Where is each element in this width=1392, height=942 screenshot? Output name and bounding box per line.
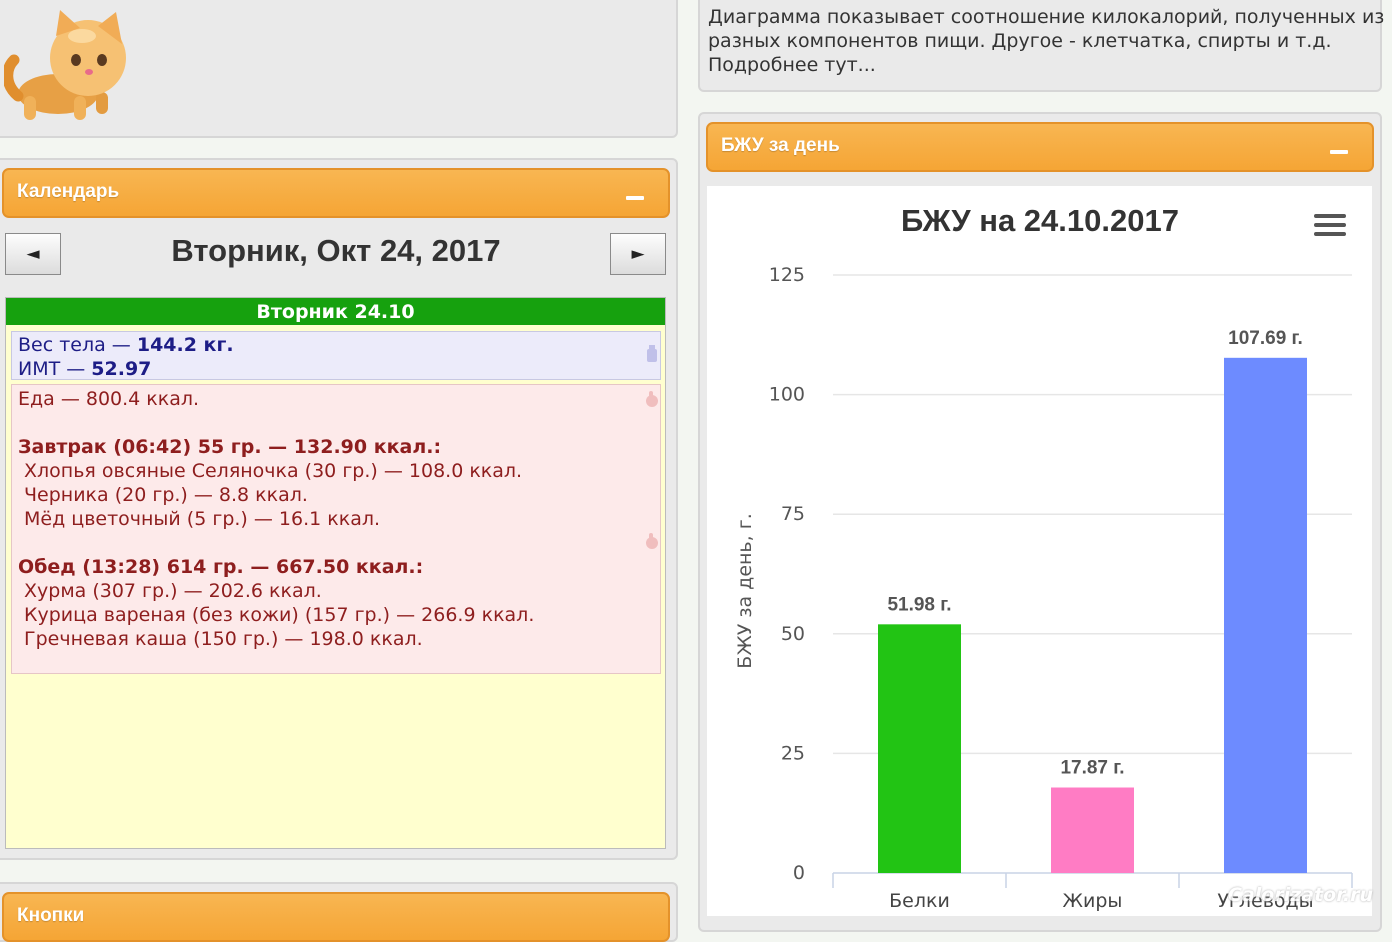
collapse-icon[interactable] bbox=[1330, 150, 1348, 154]
bmi-value: 52.97 bbox=[91, 358, 152, 380]
prev-day-button[interactable]: ◄ bbox=[5, 233, 61, 275]
y-tick-label: 75 bbox=[781, 503, 805, 525]
bju-chart: БЖУ на 24.10.2017 БЖУ за день, г. 0 25 50 7… bbox=[734, 203, 1353, 912]
y-tick-label: 25 bbox=[781, 742, 805, 764]
chart-description: Диаграмма показывает соотношение килокал… bbox=[708, 5, 1384, 77]
bar[interactable] bbox=[878, 624, 961, 873]
y-tick-label: 50 bbox=[781, 623, 805, 645]
meal-item: Курица вареная (без кожи) (157 гр.) — 26… bbox=[24, 604, 535, 626]
calendar-date: Вторник, Окт 24, 2017 bbox=[171, 233, 501, 268]
meal-title: Обед (13:28) 614 гр. — 667.50 ккал.: bbox=[18, 556, 424, 578]
y-tick-label: 100 bbox=[769, 384, 805, 406]
logo-panel bbox=[0, 0, 678, 138]
data-label: 107.69 г. bbox=[1228, 328, 1303, 349]
watermark: Calorizator.ru bbox=[1228, 884, 1374, 906]
bmi-label: ИМТ — bbox=[18, 358, 92, 380]
weight-block[interactable]: Вес тела — 144.2 кг. ИМТ — 52.97 bbox=[11, 331, 661, 380]
day-entry: Вторник 24.10 Вес тела — 144.2 кг. ИМТ —… bbox=[5, 297, 666, 849]
weight-line: Вес тела — 144.2 кг. bbox=[18, 334, 234, 356]
bar[interactable] bbox=[1051, 787, 1134, 873]
day-header[interactable]: Вторник 24.10 bbox=[6, 298, 665, 325]
meal-item: Хлопья овсяные Селяночка (30 гр.) — 108.… bbox=[24, 460, 523, 482]
y-axis-label: БЖУ за день, г. bbox=[734, 513, 756, 668]
chart-container: БЖУ на 24.10.2017 БЖУ за день, г. 0 25 50 7… bbox=[707, 186, 1372, 916]
x-tick-label: Жиры bbox=[1063, 890, 1123, 912]
cat-icon bbox=[4, 10, 126, 120]
x-tick-label: Белки bbox=[889, 890, 950, 912]
bju-panel-header[interactable]: БЖУ за день bbox=[706, 122, 1374, 172]
bmi-line: ИМТ — 52.97 bbox=[18, 358, 151, 380]
calendar-panel-title: Календарь bbox=[17, 181, 120, 202]
buttons-panel-title: Кнопки bbox=[17, 905, 85, 926]
data-label: 51.98 г. bbox=[887, 594, 951, 615]
meal-title: Завтрак (06:42) 55 гр. — 132.90 ккал.: bbox=[18, 436, 442, 458]
data-label: 17.87 г. bbox=[1060, 758, 1124, 779]
calendar-panel-header[interactable]: Календарь bbox=[2, 168, 670, 218]
bju-panel-title: БЖУ за день bbox=[721, 135, 840, 156]
scale-icon[interactable] bbox=[645, 345, 659, 363]
description-more-link[interactable]: Подробнее тут... bbox=[708, 54, 876, 76]
bar[interactable] bbox=[1224, 357, 1307, 873]
description-line: разных компонентов пищи. Другое - клетча… bbox=[708, 30, 1332, 52]
food-block[interactable]: Еда — 800.4 ккал. Завтрак (06:42) 55 гр.… bbox=[11, 384, 661, 674]
menu-icon[interactable] bbox=[1314, 214, 1346, 236]
weight-label: Вес тела — bbox=[18, 334, 137, 356]
x-tick-label: Углеводы bbox=[1217, 890, 1313, 912]
hand-icon[interactable] bbox=[645, 390, 659, 408]
collapse-icon[interactable] bbox=[626, 196, 644, 200]
buttons-panel-header[interactable]: Кнопки bbox=[2, 892, 670, 942]
meal-item: Гречневая каша (150 гр.) — 198.0 ккал. bbox=[24, 628, 423, 650]
y-tick-label: 0 bbox=[793, 862, 805, 884]
hand-icon[interactable] bbox=[645, 532, 659, 550]
meal-item: Мёд цветочный (5 гр.) — 16.1 ккал. bbox=[24, 508, 381, 530]
y-tick-label: 125 bbox=[769, 264, 805, 286]
weight-value: 144.2 кг. bbox=[136, 334, 234, 356]
meal-item: Хурма (307 гр.) — 202.6 ккал. bbox=[24, 580, 322, 602]
next-day-button[interactable]: ► bbox=[610, 233, 666, 275]
chart-title: БЖУ на 24.10.2017 bbox=[901, 203, 1179, 238]
meal-item: Черника (20 гр.) — 8.8 ккал. bbox=[24, 484, 308, 506]
description-line: Диаграмма показывает соотношение килокал… bbox=[708, 6, 1385, 28]
description-panel bbox=[698, 0, 1382, 92]
food-total: Еда — 800.4 ккал. bbox=[18, 388, 200, 410]
